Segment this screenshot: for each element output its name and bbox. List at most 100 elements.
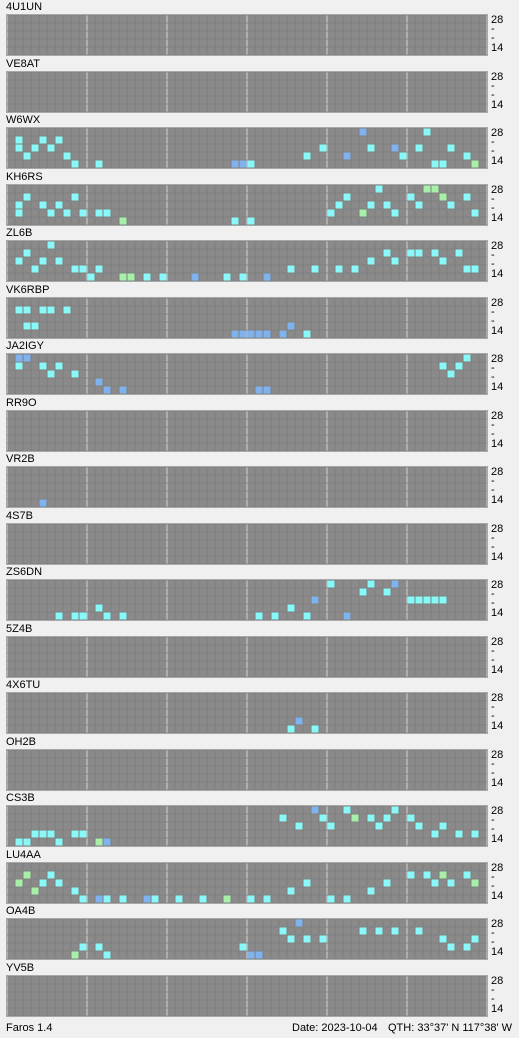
reception-spot (415, 249, 423, 257)
reception-spot (239, 273, 247, 281)
grid-canvas (7, 354, 487, 394)
reception-spot (303, 879, 311, 886)
band-time-grid[interactable] (6, 466, 488, 508)
reception-spot (95, 160, 103, 168)
reception-spot (231, 330, 239, 337)
reception-spot (471, 265, 479, 273)
band-time-grid[interactable] (6, 409, 488, 452)
band-time-grid[interactable] (6, 296, 488, 339)
band-time-grid[interactable] (6, 805, 488, 847)
band-time-grid[interactable] (6, 748, 488, 791)
reception-spot (263, 330, 271, 337)
reception-spot (391, 806, 399, 814)
station-panel: YV5B 28- -14 (0, 961, 519, 1018)
reception-spot (255, 330, 263, 337)
reception-spot (311, 596, 319, 604)
reception-spot (431, 596, 439, 604)
band-axis: 28- -14 (491, 297, 519, 339)
reception-spot (31, 887, 39, 894)
reception-spot (103, 895, 111, 902)
reception-spot (255, 386, 263, 394)
band-tick: - (491, 597, 495, 609)
station-panel: OA4B 28- -14 (0, 904, 519, 961)
reception-spot (15, 257, 23, 265)
band-label-top: 28 (491, 240, 504, 252)
grid-canvas (7, 241, 487, 281)
band-label-top: 28 (491, 918, 504, 930)
band-tick: - (491, 32, 495, 44)
reception-spot (447, 144, 455, 152)
reception-spot (415, 927, 423, 935)
reception-spot (15, 362, 23, 370)
reception-spot (463, 354, 471, 362)
reception-spot (119, 386, 127, 394)
grid-canvas (7, 184, 487, 225)
reception-spot (191, 273, 199, 281)
reception-spot (463, 871, 471, 878)
grid-canvas (7, 975, 487, 1016)
band-time-grid[interactable] (6, 918, 488, 960)
band-label-bottom: 14 (491, 268, 504, 280)
reception-spot (79, 612, 87, 620)
band-label-bottom: 14 (491, 720, 504, 732)
band-time-grid[interactable] (6, 183, 488, 226)
reception-spot (39, 136, 47, 144)
band-tick: - (491, 531, 495, 544)
band-label-bottom: 14 (491, 889, 504, 902)
reception-spot (383, 879, 391, 886)
band-time-grid[interactable] (6, 974, 488, 1017)
reception-spot (375, 927, 383, 935)
qth-readout: QTH: 33°37' N 117°38' W (388, 1022, 513, 1034)
band-time-grid[interactable] (6, 127, 488, 169)
reception-spot (303, 330, 311, 337)
band-label-bottom: 14 (491, 607, 504, 619)
station-panel: 4U1UN 28- -14 (0, 0, 519, 57)
band-time-grid[interactable] (6, 353, 488, 395)
reception-spot (391, 927, 399, 935)
station-callsign: CS3B (6, 792, 35, 804)
band-tick: - (491, 258, 495, 270)
reception-spot (439, 257, 447, 265)
reception-spot (231, 217, 239, 224)
station-callsign: VE8AT (6, 57, 41, 70)
band-time-grid[interactable] (6, 14, 488, 56)
band-tick: - (491, 710, 495, 722)
station-callsign: OH2B (6, 735, 36, 748)
band-time-grid[interactable] (6, 692, 488, 734)
grid-canvas (7, 749, 487, 790)
band-tick: - (491, 484, 495, 496)
reception-spot (343, 806, 351, 814)
reception-spot (279, 814, 287, 822)
reception-spot (55, 201, 63, 208)
reception-spot (367, 887, 375, 894)
band-label-bottom: 14 (491, 211, 504, 224)
reception-spot (327, 895, 335, 902)
band-tick: - (491, 427, 495, 440)
band-label-top: 28 (491, 353, 504, 365)
band-tick: - (491, 314, 495, 327)
band-time-grid[interactable] (6, 579, 488, 621)
reception-spot (303, 612, 311, 620)
station-callsign: VK6RBP (6, 283, 50, 296)
reception-spot (15, 136, 23, 144)
reception-spot (319, 814, 327, 822)
band-time-grid[interactable] (6, 861, 488, 904)
reception-spot (31, 322, 39, 329)
band-time-grid[interactable] (6, 240, 488, 282)
band-axis: 28- -14 (491, 353, 519, 395)
band-axis: 28- -14 (491, 579, 519, 621)
reception-spot (271, 612, 279, 620)
band-label-bottom: 14 (491, 42, 504, 54)
reception-spot (79, 895, 87, 902)
band-time-grid[interactable] (6, 635, 488, 678)
reception-spot (95, 838, 103, 846)
reception-spot (367, 580, 375, 588)
band-time-grid[interactable] (6, 522, 488, 565)
reception-spot (439, 871, 447, 878)
reception-spot (447, 370, 455, 378)
band-time-grid[interactable] (6, 70, 488, 113)
reception-spot (407, 814, 415, 822)
reception-spot (239, 943, 247, 951)
reception-spot (327, 822, 335, 830)
reception-spot (39, 201, 47, 208)
